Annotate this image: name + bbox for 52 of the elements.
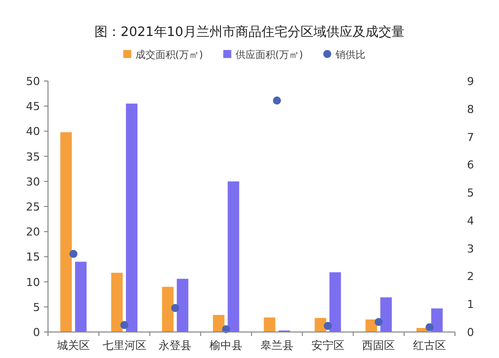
bar: [228, 181, 240, 332]
bar: [162, 286, 174, 332]
x-tick-label: 七里河区: [102, 339, 146, 352]
bar: [60, 132, 72, 332]
x-tick-label: 永登县: [158, 339, 192, 352]
legend-label: 销供比: [334, 49, 366, 61]
chart-title: 图：2021年10月兰州市商品住宅分区域供应及成交量: [94, 24, 404, 40]
y2-tick-label: 2: [467, 270, 474, 284]
legend-label: 供应面积(万㎡): [235, 49, 304, 61]
bar: [176, 278, 188, 332]
bar: [212, 314, 224, 332]
x-tick-label: 西固区: [362, 339, 396, 352]
y2-tick-label: 1: [467, 298, 474, 312]
x-tick-label: 城关区: [56, 339, 90, 352]
y2-tick-label: 7: [467, 130, 474, 144]
y2-tick-label: 4: [467, 214, 474, 228]
point: [171, 304, 180, 312]
y-tick-label: 10: [26, 276, 40, 289]
y2-tick-label: 6: [467, 158, 474, 172]
point: [272, 96, 281, 105]
point: [374, 318, 383, 326]
y-tick-label: 35: [26, 150, 40, 164]
point: [120, 321, 128, 330]
bar: [264, 317, 276, 332]
y-tick-label: 15: [26, 250, 40, 264]
bar: [431, 308, 443, 332]
x-tick-label: 红古区: [413, 339, 446, 352]
y-tick-label: 25: [26, 200, 40, 214]
y-tick-label: 40: [26, 125, 40, 138]
y2-tick-label: 0: [467, 326, 474, 339]
bar: [111, 272, 123, 332]
bar: [126, 104, 138, 332]
point: [426, 323, 434, 332]
y-tick-label: 50: [26, 75, 40, 88]
bar: [329, 272, 341, 332]
y-tick-label: 45: [26, 100, 40, 114]
y2-tick-label: 3: [467, 242, 474, 256]
y2-tick-label: 8: [467, 102, 474, 116]
x-tick-label: 皋兰县: [260, 339, 294, 352]
y-tick-label: 30: [26, 175, 40, 188]
legend-label: 成交面积(万㎡): [135, 49, 204, 61]
y2-tick-label: 5: [467, 186, 474, 200]
point: [324, 322, 332, 330]
y-tick-label: 0: [33, 326, 40, 339]
x-tick-label: 安宁区: [311, 339, 344, 352]
bar: [380, 297, 392, 332]
y-tick-label: 20: [26, 226, 40, 239]
y-tick-label: 5: [33, 300, 40, 314]
x-tick-label: 榆中县: [210, 339, 243, 352]
point: [69, 250, 78, 258]
bar: [75, 262, 87, 332]
y2-tick-label: 9: [467, 75, 474, 88]
